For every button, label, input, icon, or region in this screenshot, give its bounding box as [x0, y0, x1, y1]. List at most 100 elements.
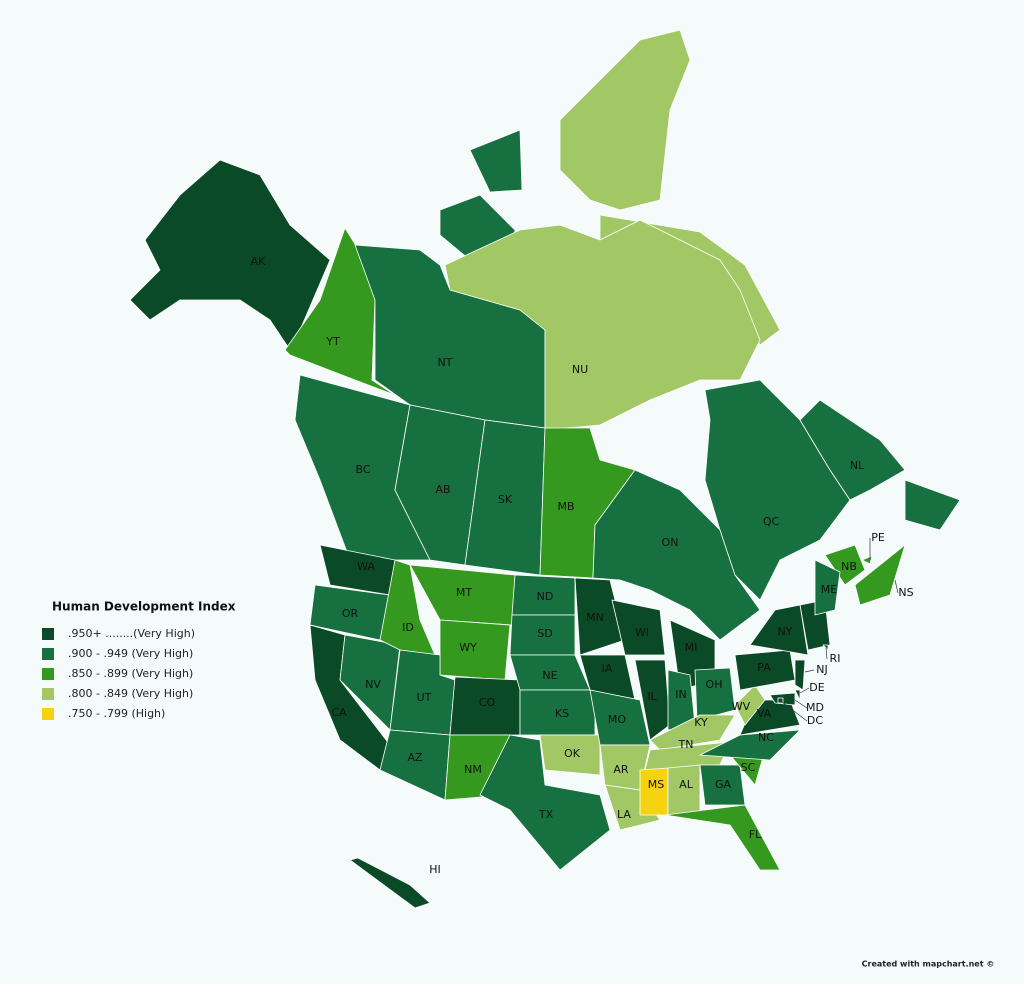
region-label: MI — [685, 641, 698, 654]
region-label: SK — [498, 493, 513, 506]
region — [639, 767, 669, 816]
region — [794, 659, 806, 691]
legend-label: .750 - .799 (High) — [68, 707, 165, 720]
region — [749, 604, 809, 656]
legend-label: .800 - .849 (Very High) — [68, 687, 193, 700]
region-label: NT — [438, 356, 453, 369]
region-label: NJ — [816, 663, 827, 676]
region-label: PA — [757, 661, 771, 674]
region — [379, 729, 451, 801]
land — [469, 129, 523, 193]
region — [129, 159, 331, 351]
region-label: AZ — [407, 751, 423, 764]
region-label: MN — [586, 611, 604, 624]
region-label: MB — [557, 500, 574, 513]
region-label: KY — [694, 716, 708, 729]
region — [799, 399, 906, 501]
region-label: CA — [331, 706, 347, 719]
region-label: MT — [456, 586, 472, 599]
region-label: FL — [749, 828, 762, 841]
region-label: WV — [732, 700, 751, 713]
region-label: NV — [365, 678, 381, 691]
region — [794, 689, 801, 701]
region — [699, 729, 801, 761]
region-label: WY — [459, 641, 477, 654]
region-label: NL — [850, 459, 865, 472]
region-label: HI — [429, 863, 441, 876]
region-label: SC — [741, 761, 756, 774]
region-label: OH — [706, 678, 723, 691]
region-label: AL — [679, 778, 694, 791]
region — [611, 599, 666, 656]
region — [854, 544, 906, 606]
region — [349, 857, 431, 909]
region-label: DE — [809, 681, 824, 694]
leader-line — [825, 647, 828, 660]
region-label: YT — [325, 335, 340, 348]
region-label: NM — [464, 763, 482, 776]
credit: Created with mapchart.net © — [862, 960, 995, 969]
region-label: ND — [537, 590, 554, 603]
region-label: AK — [251, 255, 267, 268]
region-label: ME — [821, 583, 837, 596]
region-label: PE — [871, 531, 885, 544]
region-label: NS — [898, 586, 913, 599]
land — [559, 29, 691, 211]
region-label: NB — [841, 560, 857, 573]
leader-line — [794, 699, 808, 709]
region-label: IN — [675, 688, 686, 701]
region — [734, 684, 766, 726]
region-label: IL — [647, 690, 657, 703]
region — [604, 784, 661, 831]
region-label: TX — [538, 808, 554, 821]
region-label: RI — [830, 652, 841, 665]
leader-line — [804, 669, 815, 673]
region-label: BC — [355, 463, 370, 476]
region — [694, 667, 736, 721]
legend-label: .950+ ........(Very High) — [68, 627, 195, 640]
land — [904, 479, 961, 531]
region-label: AB — [435, 483, 450, 496]
region-label: NC — [758, 731, 774, 744]
region-label: MS — [648, 778, 664, 791]
region-label: LA — [617, 808, 631, 821]
region-label: SD — [537, 627, 552, 640]
region-label: WI — [635, 626, 649, 639]
region-label: ON — [662, 536, 679, 549]
legend-swatch — [42, 648, 54, 660]
region — [479, 734, 611, 871]
region-label: IA — [602, 662, 613, 675]
regions — [129, 29, 961, 909]
region-label: WA — [357, 560, 375, 573]
legend-swatch — [42, 628, 54, 640]
region-label: VA — [757, 707, 772, 720]
region-label: AR — [613, 763, 629, 776]
region — [822, 644, 829, 651]
legend-label: .850 - .899 (Very High) — [68, 667, 193, 680]
leader-line — [799, 687, 810, 694]
legend-swatch — [42, 668, 54, 680]
region-label: CO — [479, 696, 496, 709]
region-label: QC — [763, 515, 780, 528]
legend-swatch — [42, 688, 54, 700]
region-label: NY — [778, 625, 793, 638]
legend-label: .900 - .949 (Very High) — [68, 647, 193, 660]
region — [861, 555, 873, 565]
region — [664, 804, 781, 871]
region-label: OR — [342, 607, 359, 620]
region — [394, 404, 486, 566]
region-label: NE — [542, 669, 557, 682]
legend-title: Human Development Index — [52, 600, 236, 614]
region — [814, 559, 841, 616]
region-labels: AK YT NT NU BC AB SK MB ON QC NL NB PE NS ME WA OR CA NV ID… — [251, 255, 914, 876]
legend: .950+ ........(Very High) .900 - .949 (Ve… — [42, 627, 195, 720]
region-label: UT — [417, 691, 432, 704]
region-label: MO — [608, 713, 626, 726]
region-label: KS — [555, 707, 569, 720]
region-label: NU — [572, 363, 588, 376]
region-label: MD — [806, 701, 824, 714]
leader-line — [781, 701, 808, 722]
region — [592, 469, 761, 641]
region-label: DC — [807, 714, 823, 727]
